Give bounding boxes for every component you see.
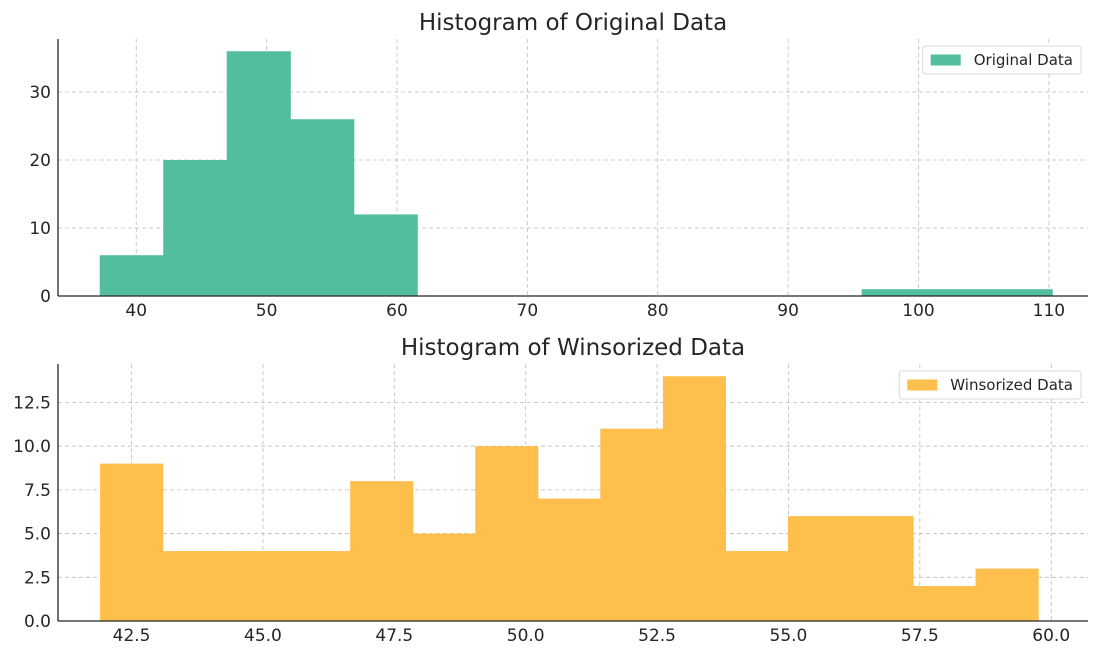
- histogram-bar: [225, 551, 289, 621]
- legend-frame: [922, 45, 1082, 75]
- histogram-bar: [725, 551, 789, 621]
- histogram-bar: [226, 51, 291, 296]
- histogram-bar: [350, 481, 414, 621]
- histogram-bar: [162, 551, 226, 621]
- legend-original: Original Data: [922, 45, 1082, 75]
- x-tick-label: 90: [777, 301, 799, 321]
- histogram-bar: [163, 160, 228, 296]
- x-tick-label: 50: [256, 301, 278, 321]
- histogram-bar: [353, 214, 418, 296]
- x-tick-label: 100: [902, 301, 934, 321]
- x-tick-label: 57.5: [901, 626, 939, 646]
- histogram-bar: [861, 289, 926, 296]
- histogram-bar: [925, 289, 990, 296]
- y-tick-label: 5.0: [24, 525, 51, 545]
- histogram-bar: [600, 428, 664, 621]
- legend-swatch: [907, 379, 938, 391]
- histogram-bar: [99, 255, 164, 296]
- bars-original: [99, 51, 1053, 297]
- legend-label: Original Data: [974, 51, 1073, 69]
- legend-swatch: [930, 54, 961, 66]
- x-tick-label: 80: [647, 301, 669, 321]
- x-tick-label: 52.5: [638, 626, 676, 646]
- chart-original: Histogram of Original Data 40 50 60 70 80 90 10…: [29, 10, 1088, 321]
- y-tick-label: 0: [40, 287, 51, 307]
- chart-winsorized: Histogram of Winsorized Data 42.5 45.0 47.5…: [13, 335, 1088, 646]
- y-tick-label: 7.5: [24, 481, 51, 501]
- x-tick-label: 60: [386, 301, 408, 321]
- y-tick-label: 10.0: [13, 437, 51, 457]
- histogram-bar: [412, 533, 476, 621]
- legend-frame: [898, 370, 1082, 400]
- histogram-bar: [662, 376, 726, 621]
- chart-title-original: Histogram of Original Data: [419, 10, 727, 36]
- y-tick-label: 0.0: [24, 612, 51, 632]
- histogram-bar: [988, 289, 1053, 296]
- x-tick-label: 70: [517, 301, 539, 321]
- x-tick-label: 60.0: [1032, 626, 1070, 646]
- y-tick-label: 12.5: [13, 393, 51, 413]
- x-tick-label: 42.5: [113, 626, 151, 646]
- histogram-bar: [850, 516, 914, 621]
- x-tick-label: 45.0: [244, 626, 282, 646]
- y-tick-label: 30: [29, 83, 51, 103]
- histogram-bar: [787, 516, 852, 621]
- y-tick-label: 10: [29, 219, 51, 239]
- x-tick-label: 40: [125, 301, 147, 321]
- histogram-bar: [475, 446, 539, 621]
- x-tick-label: 50.0: [507, 626, 545, 646]
- x-tick-label: 47.5: [375, 626, 413, 646]
- x-tick-label: 110: [1033, 301, 1065, 321]
- chart-title-winsorized: Histogram of Winsorized Data: [401, 335, 745, 361]
- legend-label: Winsorized Data: [950, 376, 1073, 394]
- legend-winsorized: Winsorized Data: [898, 370, 1082, 400]
- histogram-bar: [100, 463, 164, 621]
- histogram-bar: [290, 119, 355, 297]
- bars-winsorized: [100, 376, 1039, 621]
- histogram-bar: [287, 551, 351, 621]
- y-tick-label: 20: [29, 151, 51, 171]
- histogram-bar: [913, 586, 977, 621]
- histogram-bar: [537, 498, 601, 621]
- x-tick-label: 55.0: [770, 626, 808, 646]
- y-tick-label: 2.5: [24, 568, 51, 588]
- histogram-bar: [975, 568, 1039, 621]
